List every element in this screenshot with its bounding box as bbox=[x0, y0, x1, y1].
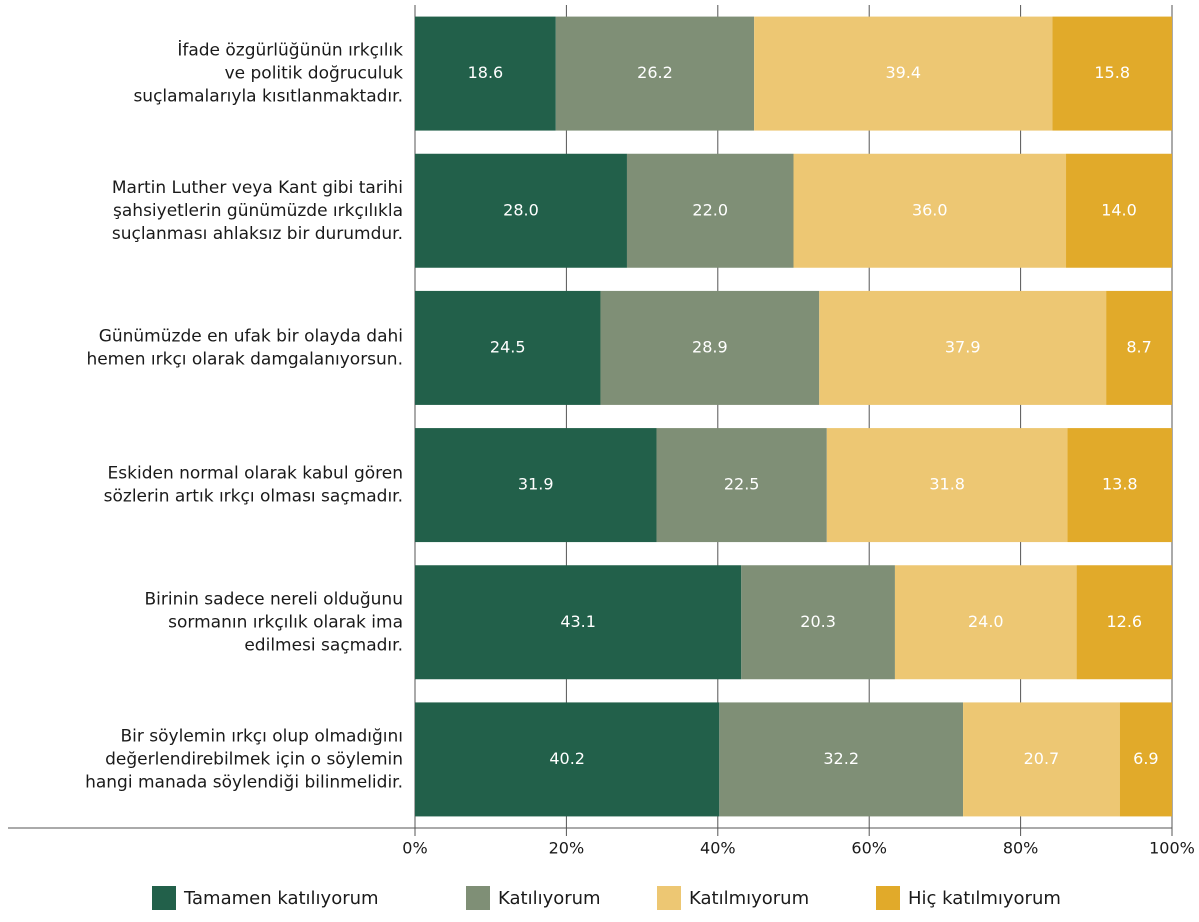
data-label: 40.2 bbox=[549, 749, 585, 768]
data-label: 8.7 bbox=[1126, 337, 1151, 356]
x-tick-label: 0% bbox=[402, 839, 427, 858]
data-label: 18.6 bbox=[468, 63, 504, 82]
x-tick-label: 80% bbox=[1003, 839, 1039, 858]
bar-segment bbox=[600, 290, 820, 405]
bar-segment bbox=[1052, 16, 1172, 131]
category-label: şahsiyetlerin günümüzde ırkçılıkla bbox=[113, 201, 403, 221]
data-label: 14.0 bbox=[1101, 200, 1137, 219]
legend-label: Hiç katılmıyorum bbox=[908, 888, 1061, 909]
bar-segment bbox=[1106, 290, 1172, 405]
bar-segment bbox=[741, 565, 895, 680]
data-label: 31.9 bbox=[518, 475, 554, 494]
category-label: suçlamalarıyla kısıtlanmaktadır. bbox=[133, 87, 403, 107]
category-label: Eskiden normal olarak kabul gören bbox=[108, 464, 403, 484]
data-label: 36.0 bbox=[912, 200, 948, 219]
bar-segment bbox=[415, 153, 627, 268]
category-label: sormanın ırkçılık olarak ima bbox=[168, 612, 403, 632]
data-label: 20.3 bbox=[800, 612, 836, 631]
data-label: 31.8 bbox=[929, 475, 965, 494]
category-label: Birinin sadece nereli olduğunu bbox=[145, 589, 403, 609]
bar-segment bbox=[415, 702, 720, 817]
data-label: 6.9 bbox=[1133, 749, 1158, 768]
x-tick-label: 20% bbox=[549, 839, 585, 858]
legend-label: Tamamen katılıyorum bbox=[183, 888, 379, 909]
x-tick-label: 100% bbox=[1149, 839, 1195, 858]
legend-swatch bbox=[152, 886, 176, 910]
data-label: 37.9 bbox=[945, 337, 981, 356]
data-label: 12.6 bbox=[1106, 612, 1142, 631]
bar-segment bbox=[826, 428, 1068, 543]
legend-swatch bbox=[466, 886, 490, 910]
bar-segment bbox=[963, 702, 1120, 817]
bar-segment bbox=[793, 153, 1067, 268]
legend-label: Katılmıyorum bbox=[689, 888, 809, 909]
legend-label: Katılıyorum bbox=[498, 888, 601, 909]
legend-swatch bbox=[876, 886, 900, 910]
x-tick-label: 60% bbox=[851, 839, 887, 858]
data-label: 24.0 bbox=[968, 612, 1004, 631]
bar-segment bbox=[415, 428, 657, 543]
x-tick-label: 40% bbox=[700, 839, 736, 858]
category-label: değerlendirebilmek için o söylemin bbox=[105, 749, 403, 769]
data-label: 39.4 bbox=[885, 63, 921, 82]
data-label: 20.7 bbox=[1024, 749, 1060, 768]
data-label: 32.2 bbox=[823, 749, 859, 768]
bar-segment bbox=[719, 702, 964, 817]
legend-swatch bbox=[657, 886, 681, 910]
data-label: 28.9 bbox=[692, 337, 728, 356]
category-label: Günümüzde en ufak bir olayda dahi bbox=[99, 326, 403, 346]
bar-segment bbox=[555, 16, 755, 131]
bar-segment bbox=[1067, 428, 1172, 543]
category-label: edilmesi saçmadır. bbox=[244, 635, 403, 655]
bar-segment bbox=[754, 16, 1053, 131]
category-label: Bir söylemin ırkçı olup olmadığını bbox=[121, 726, 404, 746]
category-label: sözlerin artık ırkçı olması saçmadır. bbox=[104, 487, 403, 507]
bar-segment bbox=[1119, 702, 1172, 817]
category-label: Martin Luther veya Kant gibi tarihi bbox=[112, 178, 403, 198]
bar-segment bbox=[626, 153, 794, 268]
bar-segment bbox=[894, 565, 1077, 680]
data-label: 22.5 bbox=[724, 475, 760, 494]
bar-segment bbox=[656, 428, 827, 543]
data-label: 43.1 bbox=[560, 612, 596, 631]
data-label: 28.0 bbox=[503, 200, 539, 219]
data-label: 24.5 bbox=[490, 337, 526, 356]
bar-segment bbox=[415, 565, 742, 680]
category-label: İfade özgürlüğünün ırkçılık bbox=[177, 40, 403, 61]
data-label: 26.2 bbox=[637, 63, 673, 82]
category-label: ve politik doğruculuk bbox=[225, 64, 404, 84]
bar-segment bbox=[819, 290, 1107, 405]
category-label: hangi manada söylendiği bilinmelidir. bbox=[85, 772, 403, 792]
data-label: 13.8 bbox=[1102, 475, 1138, 494]
category-label: suçlanması ahlaksız bir durumdur. bbox=[112, 224, 403, 244]
bar-segment bbox=[415, 16, 556, 131]
bar-segment bbox=[1066, 153, 1172, 268]
data-label: 22.0 bbox=[692, 200, 728, 219]
category-label: hemen ırkçı olarak damgalanıyorsun. bbox=[86, 349, 403, 369]
bar-segment bbox=[415, 290, 601, 405]
bar-segment bbox=[1076, 565, 1172, 680]
data-label: 15.8 bbox=[1094, 63, 1130, 82]
